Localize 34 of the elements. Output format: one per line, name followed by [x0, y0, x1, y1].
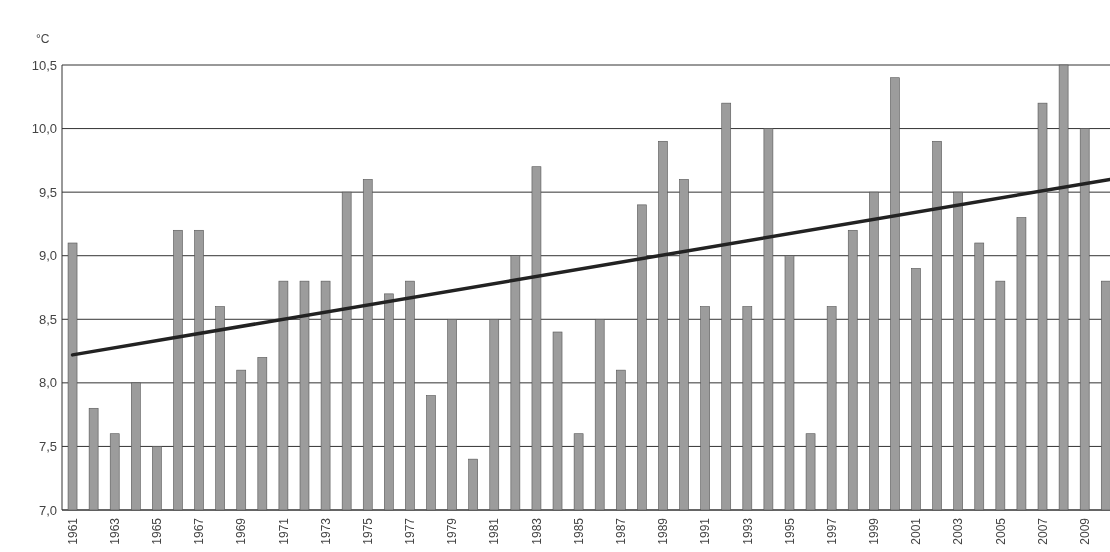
x-tick-label: 1963	[107, 517, 122, 545]
x-tick-label: 1971	[276, 517, 291, 545]
x-tick-label: 2001	[909, 517, 924, 545]
y-tick-label: 9,5	[38, 184, 57, 200]
y-tick-label: 8,5	[38, 311, 57, 327]
x-tick-label: 1989	[656, 517, 671, 545]
x-tick-label: 1987	[613, 517, 628, 545]
x-tick-label: 1977	[403, 517, 418, 545]
y-tick-label: 10,5	[31, 57, 57, 73]
x-tick-label: 1983	[529, 517, 544, 545]
x-tick-label: 2009	[1077, 517, 1092, 545]
y-tick-label: 10,0	[31, 121, 57, 137]
x-tick-label: 1975	[360, 517, 375, 545]
x-tick-label: 1965	[150, 517, 165, 545]
x-tick-label: 1973	[318, 517, 333, 545]
y-tick-label: 7,5	[38, 438, 57, 454]
x-tick-label: 1985	[571, 517, 586, 545]
y-tick-label: 7,0	[38, 502, 57, 518]
x-tick-label: 1993	[740, 517, 755, 545]
x-tick-label: 1967	[192, 517, 207, 545]
x-tick-label: 1979	[445, 517, 460, 545]
y-axis-title: °C	[36, 32, 50, 46]
x-tick-label: 2005	[993, 517, 1008, 545]
y-tick-label: 9,0	[38, 248, 57, 264]
y-tick-label: 8,0	[38, 375, 57, 391]
x-tick-label: 1995	[782, 517, 797, 545]
x-tick-label: 1991	[698, 517, 713, 545]
x-tick-label: 1969	[234, 517, 249, 545]
x-tick-label: 2007	[1035, 517, 1050, 545]
x-tick-label: 1997	[824, 517, 839, 545]
x-tick-label: 1999	[867, 517, 882, 545]
x-tick-label: 2003	[951, 517, 966, 545]
x-tick-label: 1961	[65, 517, 80, 545]
x-tick-label: 1981	[487, 517, 502, 545]
